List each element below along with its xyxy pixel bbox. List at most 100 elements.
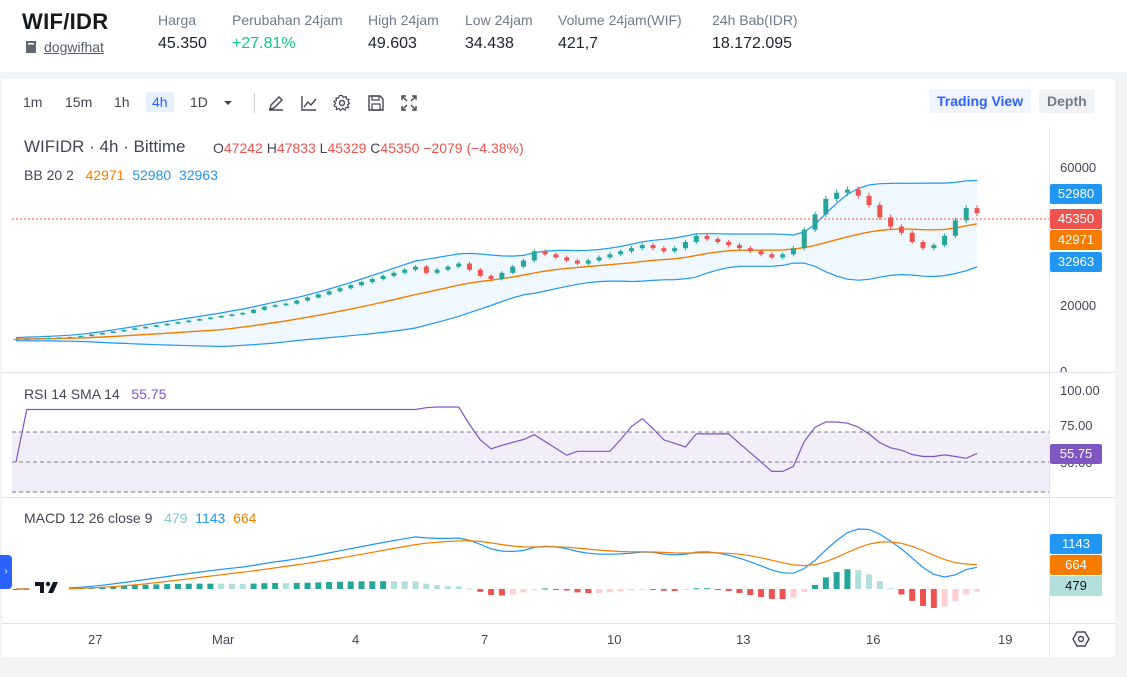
candle-body xyxy=(628,248,634,252)
macd-hist-bar xyxy=(714,589,721,590)
settings-icon[interactable] xyxy=(333,94,351,112)
candle-body xyxy=(715,238,721,242)
candle-body xyxy=(164,323,170,326)
stat-label: Harga xyxy=(158,12,197,28)
tab-depth[interactable]: Depth xyxy=(1039,89,1095,113)
macd-hist-bar xyxy=(239,583,246,589)
ohlc-change: −2079 (−4.38%) xyxy=(423,140,524,156)
macd-hist-bar xyxy=(650,589,657,590)
stat-label: Volume 24jam(WIF) xyxy=(558,12,682,28)
draw-icon[interactable] xyxy=(267,94,285,112)
candle-body xyxy=(704,235,710,239)
fullscreen-icon[interactable] xyxy=(400,94,418,112)
bb-legend[interactable]: BB 20 2 42971 52980 32963 xyxy=(24,167,218,183)
pair-title: WIF/IDR xyxy=(22,9,109,34)
macd-hist-bar xyxy=(347,581,354,589)
macd-hist-bar xyxy=(455,586,462,589)
macd-hist-bar xyxy=(401,581,408,589)
macd-hist-bar xyxy=(866,574,873,589)
macd-hist-bar xyxy=(412,581,419,589)
candle-body xyxy=(175,322,181,324)
coin-name-row[interactable]: dogwifhat xyxy=(26,39,104,55)
candle-body xyxy=(844,189,850,193)
interval-1m[interactable]: 1m xyxy=(23,94,43,110)
book-icon xyxy=(26,41,36,53)
chart-area[interactable]: WIFIDR · 4h · Bittime O47242 H47833 L453… xyxy=(2,127,1115,657)
stat-value: 45.350 xyxy=(158,35,207,52)
macd-hist-bar xyxy=(315,582,322,589)
macd-hist-bar xyxy=(153,584,160,589)
macd-hist-bar xyxy=(99,586,106,589)
candle-body xyxy=(132,328,138,330)
candle-body xyxy=(877,205,883,218)
date-tick: 27 xyxy=(88,632,103,647)
candle-body xyxy=(315,294,321,298)
candle-body xyxy=(380,275,386,279)
bb-basis-line xyxy=(15,223,978,340)
tradingview-logo[interactable] xyxy=(29,575,69,599)
stat-value: 49.603 xyxy=(368,35,417,52)
stat-label: Perubahan 24jam xyxy=(232,12,343,28)
macd-hist-bar xyxy=(563,589,570,591)
tab-trading-view[interactable]: Trading View xyxy=(929,89,1032,113)
ohlc-legend: O47242 H47833 L45329 C45350 −2079 (−4.38… xyxy=(213,140,524,156)
candle-body xyxy=(639,245,645,249)
macd-hist-bar xyxy=(822,577,829,589)
rsi-legend[interactable]: RSI 14 SMA 14 55.75 xyxy=(24,386,166,402)
interval-1d[interactable]: 1D xyxy=(190,94,208,110)
candle-body xyxy=(45,338,51,340)
macd-hist-bar xyxy=(380,581,387,589)
macd-hist-bar xyxy=(282,583,289,589)
stat-volume: Volume 24jam(WIF) 421,7 xyxy=(558,12,682,53)
macd-hist-bar xyxy=(164,584,171,589)
macd-line xyxy=(15,528,978,590)
side-panel-toggle[interactable]: › xyxy=(0,555,12,589)
candle-body xyxy=(682,242,688,249)
coin-name-link[interactable]: dogwifhat xyxy=(44,39,104,55)
macd-hist-bar xyxy=(185,583,192,589)
chart-canvas[interactable] xyxy=(2,127,1115,657)
rsi-tick: 75.00 xyxy=(1060,418,1093,433)
candle-body xyxy=(423,266,429,273)
axis-settings-icon[interactable] xyxy=(1071,629,1091,649)
macd-hist-bar xyxy=(542,588,549,590)
macd-hist-bar xyxy=(272,583,279,589)
macd-hist-bar xyxy=(358,581,365,589)
bb-fill xyxy=(16,180,977,347)
candle-body xyxy=(942,235,948,246)
candle-body xyxy=(434,269,440,273)
ohlc-low: 45329 xyxy=(327,140,367,156)
macd-hist-bar xyxy=(639,589,646,590)
macd-hist-bar xyxy=(228,583,235,589)
signal-line xyxy=(16,540,978,590)
macd-line-value: 1143 xyxy=(195,510,226,526)
bb-basis-tag: 42971 xyxy=(1050,230,1102,250)
macd-hist-bar xyxy=(336,581,343,589)
macd-hist-bar xyxy=(218,583,225,589)
stat-value: 34.438 xyxy=(465,35,514,52)
macd-legend[interactable]: MACD 12 26 close 9 479 1143 664 xyxy=(24,510,256,526)
ohlc-key: H xyxy=(266,140,277,156)
macd-hist-bar xyxy=(963,589,970,595)
candle-body xyxy=(920,242,926,249)
stat-value: 18.172.095 xyxy=(712,35,793,52)
indicator-icon[interactable] xyxy=(300,94,318,112)
interval-1h[interactable]: 1h xyxy=(114,94,130,110)
interval-15m[interactable]: 15m xyxy=(65,94,93,110)
macd-hist-bar xyxy=(671,589,678,592)
chevron-down-icon[interactable] xyxy=(221,96,235,110)
candle-body xyxy=(413,266,419,270)
save-icon[interactable] xyxy=(367,94,385,112)
candle-body xyxy=(110,331,116,333)
ohlc-close: 45350 xyxy=(380,140,420,156)
symbol-legend: WIFIDR · 4h · Bittime xyxy=(24,137,186,156)
macd-hist-bar xyxy=(596,589,603,593)
macd-hist-bar xyxy=(131,585,138,589)
macd-tag: 1143 xyxy=(1050,534,1102,554)
interval-4h[interactable]: 4h xyxy=(146,92,174,112)
rsi-tag: 55.75 xyxy=(1050,444,1102,464)
macd-hist-bar xyxy=(855,570,862,589)
stat-quote-volume: 24h Bab(IDR) 18.172.095 xyxy=(712,12,798,53)
candle-body xyxy=(261,306,267,310)
candle-body xyxy=(672,248,678,252)
